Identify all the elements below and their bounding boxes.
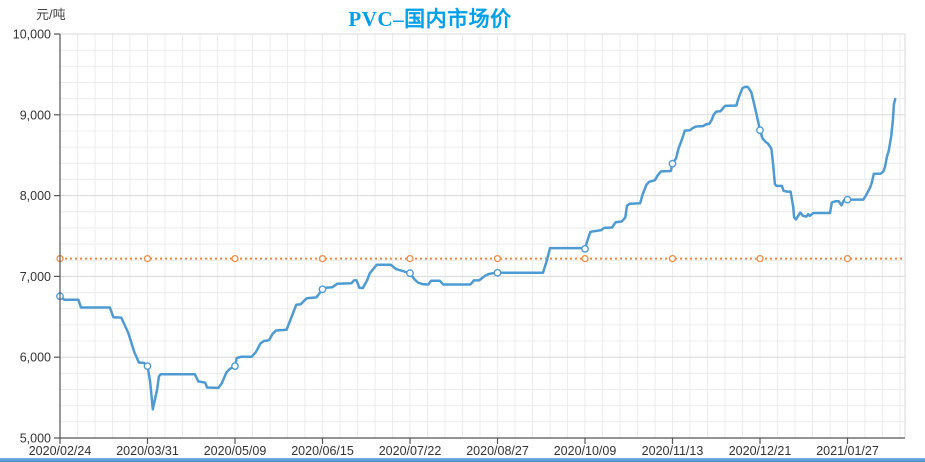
svg-text:2020/05/09: 2020/05/09 xyxy=(204,444,267,458)
svg-text:2020/11/13: 2020/11/13 xyxy=(642,444,704,458)
grid-major xyxy=(60,33,906,438)
svg-text:2020/06/15: 2020/06/15 xyxy=(291,444,354,458)
price-line xyxy=(58,85,897,411)
axis-ticks xyxy=(54,33,849,444)
svg-text:5,000: 5,000 xyxy=(20,432,51,446)
svg-text:2020/12/21: 2020/12/21 xyxy=(729,444,792,458)
y-axis-unit-label: 元/吨 xyxy=(36,7,66,22)
axis-lines xyxy=(59,34,905,439)
svg-text:2021/01/27: 2021/01/27 xyxy=(816,444,879,458)
reference-line-markers xyxy=(56,254,852,263)
x-tick-labels: 2020/02/24 2020/03/31 2020/05/09 2020/06/15… xyxy=(29,444,879,458)
svg-text:2020/07/22: 2020/07/22 xyxy=(379,444,442,458)
svg-text:8,000: 8,000 xyxy=(20,189,51,203)
svg-text:2020/02/24: 2020/02/24 xyxy=(29,444,92,458)
svg-text:2020/10/09: 2020/10/09 xyxy=(554,444,617,458)
y-tick-labels: 5,000 6,000 7,000 8,000 9,000 10,000 xyxy=(13,28,51,446)
price-line-markers xyxy=(56,126,852,370)
svg-text:6,000: 6,000 xyxy=(20,351,51,365)
svg-text:2020/03/31: 2020/03/31 xyxy=(116,444,179,458)
chart-title: PVC–国内市场价 xyxy=(348,7,512,31)
svg-text:10,000: 10,000 xyxy=(13,28,51,42)
svg-text:9,000: 9,000 xyxy=(20,108,51,122)
grid-minor xyxy=(60,34,905,438)
svg-text:7,000: 7,000 xyxy=(20,270,51,284)
svg-text:2020/08/27: 2020/08/27 xyxy=(466,444,529,458)
bottom-accent-bar xyxy=(0,458,925,462)
